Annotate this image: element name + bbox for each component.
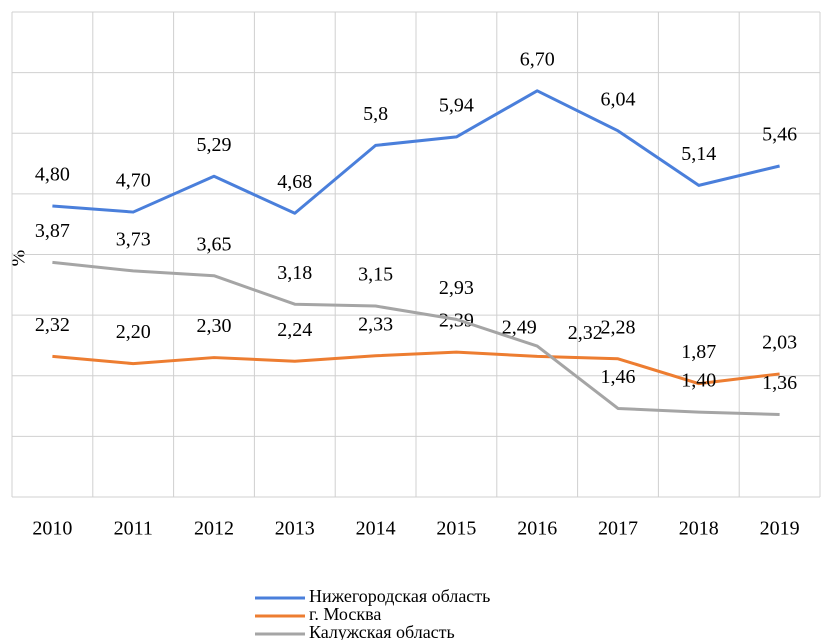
legend-label: Нижегородская область (309, 586, 490, 606)
data-label: 1,40 (681, 370, 716, 392)
x-tick-label: 2017 (598, 518, 638, 540)
data-label: 2,24 (277, 319, 312, 341)
x-tick-label: 2018 (679, 518, 719, 540)
x-tick-label: 2010 (32, 518, 72, 540)
data-label: 3,15 (358, 264, 393, 286)
data-label: 4,70 (116, 170, 151, 192)
x-tick-label: 2015 (436, 518, 476, 540)
data-label: 6,04 (601, 88, 636, 110)
data-label: 4,68 (277, 171, 312, 193)
data-label: 6,70 (520, 48, 555, 70)
data-label: 4,80 (35, 164, 70, 186)
data-label: 5,94 (439, 94, 474, 116)
data-label: 5,46 (762, 124, 797, 146)
x-tick-label: 2011 (114, 518, 153, 540)
x-tick-label: 2013 (275, 518, 315, 540)
data-label: 2,33 (358, 313, 393, 335)
series-line (52, 89, 780, 215)
data-label: 5,29 (197, 134, 232, 156)
x-tick-label: 2014 (356, 518, 396, 540)
data-label: 3,65 (197, 233, 232, 255)
x-tick-label: 2019 (760, 518, 800, 540)
legend-label: Калужская область (309, 622, 455, 640)
data-label: 2,32 (35, 314, 70, 336)
x-tick-label: 2012 (194, 518, 234, 540)
data-label: 1,87 (681, 341, 716, 363)
data-label: 3,87 (35, 220, 70, 242)
data-label: 2,20 (116, 321, 151, 343)
data-label: 5,8 (363, 103, 388, 125)
series-line (52, 350, 780, 386)
series-line (52, 260, 780, 417)
data-label: 3,73 (116, 228, 151, 250)
data-label: 1,46 (601, 366, 636, 388)
data-label: 2,93 (439, 277, 474, 299)
data-label: 3,18 (277, 262, 312, 284)
x-tick-label: 2016 (517, 518, 557, 540)
data-label: 1,36 (762, 372, 797, 394)
data-label: 2,03 (762, 332, 797, 354)
data-label: 2,49 (502, 317, 537, 339)
data-label: 2,32 (568, 322, 603, 344)
data-label: 5,14 (681, 143, 716, 165)
legend-label: г. Москва (309, 604, 381, 624)
data-label: 2,30 (197, 315, 232, 337)
y-axis-label: % (8, 250, 30, 267)
data-label: 2,28 (601, 316, 636, 338)
